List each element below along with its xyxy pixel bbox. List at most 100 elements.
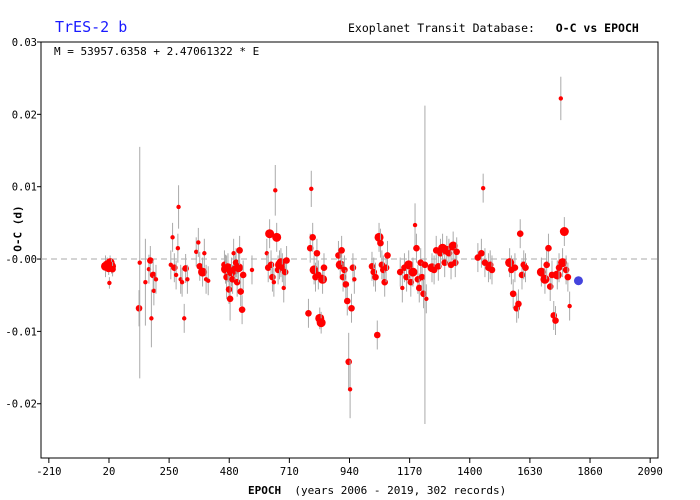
data-point xyxy=(384,252,391,259)
data-point xyxy=(478,249,485,257)
data-point xyxy=(182,265,189,272)
data-point xyxy=(233,278,241,286)
data-point xyxy=(408,267,418,277)
data-point xyxy=(546,283,554,290)
data-point xyxy=(488,266,496,274)
data-point xyxy=(198,267,208,277)
data-point xyxy=(415,284,423,292)
data-point xyxy=(306,244,314,252)
x-tick-label: 940 xyxy=(340,466,359,478)
data-point xyxy=(153,277,159,282)
data-point xyxy=(373,331,381,339)
data-point xyxy=(313,249,321,257)
data-point xyxy=(342,281,350,288)
data-point xyxy=(305,310,312,317)
data-point xyxy=(562,266,570,274)
data-point xyxy=(540,274,550,284)
plot-frame xyxy=(40,41,659,459)
x-axis-label: EPOCH (years 2006 - 2019, 302 records) xyxy=(248,484,506,497)
data-point xyxy=(509,290,517,298)
data-point xyxy=(236,247,243,254)
data-point xyxy=(558,96,564,101)
data-point xyxy=(231,251,236,256)
data-point xyxy=(265,229,275,239)
data-point xyxy=(381,278,388,286)
data-point xyxy=(382,264,390,272)
data-point xyxy=(179,279,185,285)
data-point xyxy=(185,277,190,282)
data-point xyxy=(107,280,112,286)
x-tick-label: 1170 xyxy=(397,466,422,478)
data-point xyxy=(374,232,384,242)
data-point xyxy=(552,317,559,324)
data-point xyxy=(283,257,290,264)
data-point xyxy=(348,304,355,312)
data-point xyxy=(309,265,319,275)
x-axis-note: (years 2006 - 2019, 302 records) xyxy=(294,484,507,497)
x-axis-title: EPOCH xyxy=(248,484,282,497)
data-point xyxy=(170,235,175,240)
data-point xyxy=(421,261,429,269)
data-point xyxy=(149,271,157,279)
data-point xyxy=(424,296,429,302)
data-point xyxy=(481,259,489,266)
data-point xyxy=(272,232,282,242)
data-point xyxy=(182,316,187,321)
x-tick-label: 710 xyxy=(280,466,299,478)
y-tick-label: -0.02 xyxy=(5,399,37,411)
data-point xyxy=(341,266,348,274)
data-point xyxy=(271,279,277,285)
data-point xyxy=(318,274,328,284)
x-tick-label: 20 xyxy=(103,466,116,478)
data-point xyxy=(516,230,524,238)
data-point xyxy=(316,318,326,328)
data-point xyxy=(564,273,572,281)
data-point xyxy=(451,259,459,266)
data-point xyxy=(109,265,116,273)
data-point xyxy=(536,267,546,277)
data-point xyxy=(339,273,347,281)
x-tick-label: -210 xyxy=(36,466,61,478)
data-point xyxy=(149,316,154,321)
data-point xyxy=(309,234,316,241)
data-point xyxy=(237,288,244,295)
data-point xyxy=(269,273,276,281)
data-point xyxy=(412,222,418,228)
data-point xyxy=(175,245,181,251)
x-tick-label: 2090 xyxy=(638,466,663,478)
database-label: Exoplanet Transit Database: xyxy=(348,21,535,35)
data-point xyxy=(349,264,357,272)
data-point xyxy=(176,204,181,210)
data-point xyxy=(309,186,314,192)
data-point xyxy=(171,264,178,272)
data-point xyxy=(545,244,552,252)
data-point xyxy=(281,285,286,291)
ephemeris-formula: M = 53957.6358 + 2.47061322 * E xyxy=(54,45,260,58)
data-point xyxy=(404,260,414,270)
data-point xyxy=(543,261,550,269)
y-tick-label: 0.02 xyxy=(12,109,37,121)
data-point xyxy=(480,185,486,191)
latest-data-point xyxy=(573,276,583,286)
data-point xyxy=(238,306,246,313)
data-point xyxy=(368,262,376,270)
data-point xyxy=(206,278,211,283)
data-point xyxy=(173,272,179,278)
x-tick-label: 1860 xyxy=(577,466,602,478)
data-point xyxy=(225,286,233,293)
data-point xyxy=(418,273,426,281)
data-point xyxy=(196,240,201,245)
data-point xyxy=(338,247,345,254)
chart-header: Exoplanet Transit Database: O-C vs EPOCH xyxy=(348,21,639,35)
data-point xyxy=(453,248,460,256)
data-point xyxy=(194,249,199,255)
data-point xyxy=(413,244,420,252)
data-point xyxy=(267,261,275,269)
y-axis-label: O-C (d) xyxy=(11,205,25,252)
data-point xyxy=(552,270,562,280)
y-tick-label: 0.01 xyxy=(12,182,37,194)
data-point xyxy=(352,277,357,282)
data-point xyxy=(515,300,522,308)
data-point xyxy=(239,271,247,279)
